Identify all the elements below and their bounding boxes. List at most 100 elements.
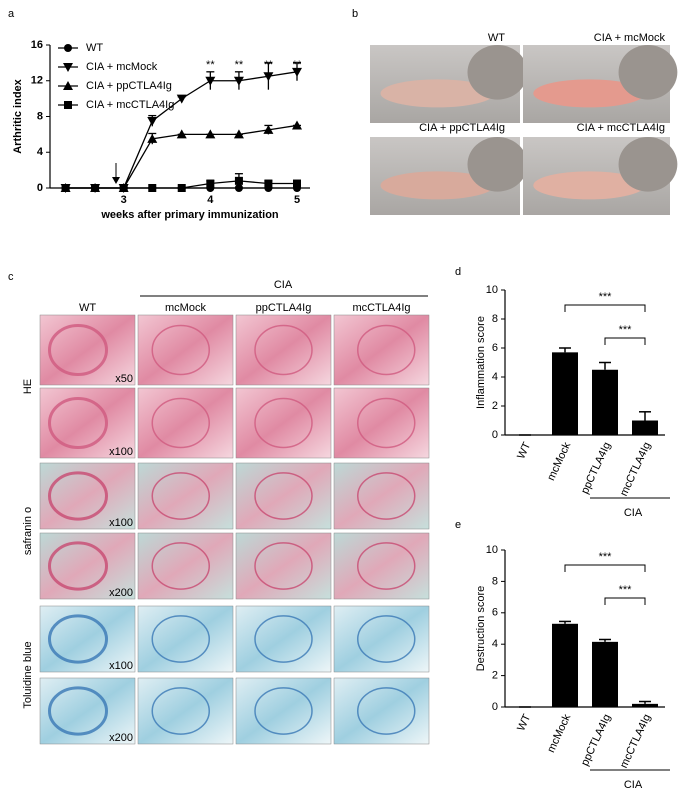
- marker: [176, 94, 187, 104]
- histology-image: [333, 677, 430, 745]
- marker: [292, 67, 302, 77]
- y-axis-label: Destruction score: [475, 586, 487, 672]
- marker: [263, 72, 274, 82]
- x-axis-label: weeks after primary immunization: [100, 209, 279, 221]
- y-axis-label: Arthritic index: [12, 78, 24, 153]
- y-tick-label: 12: [31, 75, 43, 87]
- tissue: [254, 397, 313, 449]
- tissue: [48, 686, 108, 736]
- y-tick-label: 0: [492, 701, 498, 713]
- panel-label: a: [8, 8, 15, 20]
- significance-bracket: [564, 564, 646, 572]
- magnification: x100: [109, 517, 133, 529]
- histology-image: [137, 605, 234, 673]
- leg: [618, 45, 678, 100]
- tissue: [151, 687, 210, 735]
- y-tick-label: 2: [492, 400, 498, 412]
- x-tick-label: 5: [294, 194, 300, 206]
- paw: [533, 171, 646, 200]
- y-tick-label: 4: [37, 146, 44, 158]
- y-tick-label: 0: [37, 182, 43, 194]
- y-axis-label: Inflammation score: [475, 316, 487, 409]
- x-tick-label: ppCTLA4Ig: [579, 440, 613, 496]
- paw: [380, 171, 495, 200]
- significance: **: [264, 59, 273, 71]
- y-tick-label: 16: [31, 39, 43, 51]
- tissue: [357, 615, 416, 663]
- magnification: x50: [115, 373, 133, 385]
- marker: [205, 129, 216, 139]
- y-tick-label: 8: [492, 575, 498, 587]
- histology-image: [137, 314, 234, 386]
- tissue: [357, 472, 416, 520]
- magnification: x100: [109, 660, 133, 672]
- legend-label: CIA + ppCTLA4Ig: [86, 80, 172, 92]
- significance: ***: [599, 551, 613, 563]
- histology-image: [333, 387, 430, 459]
- x-tick-label: 3: [121, 194, 127, 206]
- marker: [292, 120, 302, 130]
- significance: ***: [619, 584, 633, 596]
- y-tick-label: 8: [492, 313, 498, 325]
- legend-marker: [64, 101, 72, 109]
- x-tick-label: mcMock: [545, 440, 573, 483]
- marker: [206, 179, 215, 188]
- photo-label: CIA + mcCTLA4Ig: [577, 122, 665, 134]
- legend-marker: [63, 63, 73, 72]
- group-label: CIA: [624, 779, 643, 791]
- bar: [592, 369, 618, 435]
- panel-label: e: [455, 519, 461, 531]
- tissue: [48, 397, 108, 449]
- marker: [148, 184, 157, 192]
- x-tick-label: mcCTLA4Ig: [618, 440, 653, 498]
- panel-label: b: [352, 8, 358, 20]
- histology-image: [137, 677, 234, 745]
- marker: [147, 116, 158, 126]
- tissue: [48, 614, 108, 664]
- tissue: [48, 324, 108, 376]
- y-tick-label: 8: [37, 110, 43, 122]
- histology-image: [137, 387, 234, 459]
- y-tick-label: 4: [492, 638, 498, 650]
- leg: [618, 137, 678, 192]
- y-tick-label: 10: [486, 284, 498, 296]
- bar: [632, 703, 658, 707]
- tissue: [254, 542, 313, 590]
- marker: [205, 76, 216, 86]
- paw: [380, 79, 495, 108]
- magnification: x200: [109, 587, 133, 599]
- histology-image: [235, 314, 332, 386]
- x-tick-label: WT: [515, 440, 533, 461]
- legend-label: WT: [86, 42, 103, 54]
- group-label: CIA: [274, 279, 293, 291]
- tissue: [254, 472, 313, 520]
- x-tick-label: ppCTLA4Ig: [579, 712, 613, 768]
- significance: **: [206, 59, 215, 71]
- tissue: [357, 324, 416, 376]
- tissue: [254, 687, 313, 735]
- histology-image: [235, 677, 332, 745]
- tissue: [151, 615, 210, 663]
- photo-label: CIA + ppCTLA4Ig: [419, 122, 505, 134]
- histology-image: [235, 387, 332, 459]
- marker: [119, 184, 128, 192]
- y-tick-label: 10: [486, 544, 498, 556]
- tissue: [151, 397, 210, 449]
- y-tick-label: 6: [492, 607, 498, 619]
- significance: **: [293, 59, 302, 71]
- significance-bracket: [604, 597, 646, 605]
- paw: [533, 79, 646, 108]
- bar: [552, 623, 578, 707]
- photo-label: CIA + mcMock: [594, 32, 666, 44]
- histology-image: [137, 532, 234, 600]
- histology-image: [333, 462, 430, 530]
- x-tick-label: mcCTLA4Ig: [618, 712, 653, 770]
- column-header: ppCTLA4Ig: [256, 302, 312, 314]
- marker: [264, 179, 273, 188]
- row-label: HE: [22, 379, 34, 394]
- significance-bracket: [604, 337, 646, 345]
- marker: [233, 76, 244, 86]
- histology-image: [333, 605, 430, 673]
- y-tick-label: 2: [492, 670, 498, 682]
